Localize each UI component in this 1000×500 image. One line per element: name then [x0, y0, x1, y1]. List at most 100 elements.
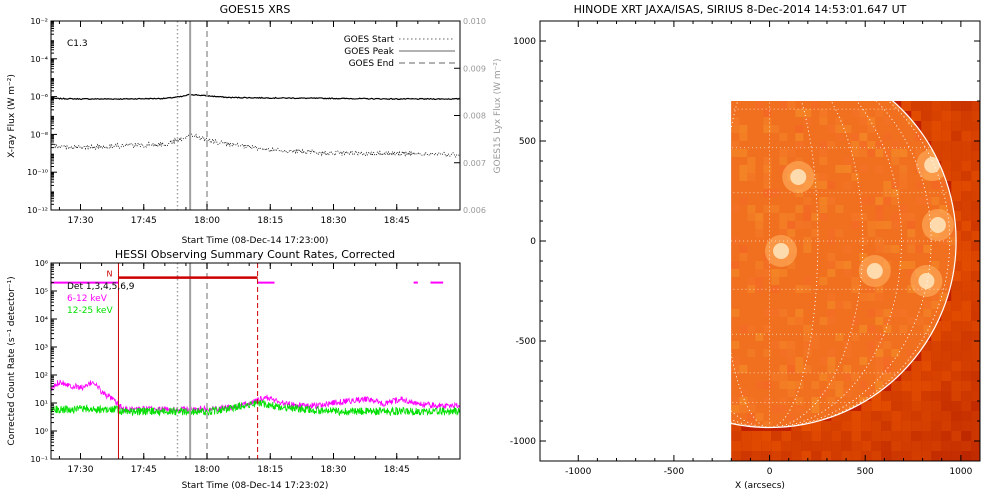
xrt-offlimb-cell	[941, 131, 952, 141]
xrt-offlimb-cell	[931, 361, 942, 371]
xrt-offlimb-cell	[971, 161, 980, 171]
xrt-disk-texture	[875, 205, 884, 213]
xrt-offlimb-cell	[961, 351, 972, 361]
xrt-offlimb-cell	[951, 271, 962, 281]
hessi-frame	[50, 262, 461, 460]
xrt-disk-texture	[907, 245, 916, 253]
xrt-offlimb-cell	[961, 191, 972, 201]
xrt-offlimb-cell	[881, 411, 892, 421]
xrt-disk-texture	[843, 349, 852, 357]
xrt-disk-texture	[803, 285, 812, 293]
xrt-disk-texture	[731, 149, 740, 157]
xrt-disk-texture	[931, 261, 940, 269]
xrt-disk-texture	[851, 141, 860, 149]
xrt-disk-texture	[787, 261, 796, 269]
goes-y2tick-label-2: 0.008	[463, 112, 486, 121]
xrt-disk-texture	[755, 333, 764, 341]
xrt-offlimb-cell	[821, 421, 832, 431]
xrt-disk-texture	[795, 141, 804, 149]
xrt-offlimb-cell	[941, 321, 952, 331]
xrt-disk-texture	[771, 285, 780, 293]
xrt-disk-texture	[827, 309, 836, 317]
xrt-disk-texture	[763, 421, 772, 428]
xrt-offlimb-cell	[961, 141, 972, 151]
xrt-offlimb-cell	[901, 401, 912, 411]
xrt-disk-texture	[891, 349, 900, 357]
xrt-disk-texture	[779, 221, 788, 229]
xrt-offlimb-cell	[911, 371, 922, 381]
xrt-offlimb-cell	[881, 421, 892, 431]
xrt-bright-region-0	[790, 169, 807, 185]
xrt-disk-texture	[739, 253, 748, 261]
xrt-offlimb-cell	[881, 431, 892, 441]
hessi-legend-6-12: 6-12 keV	[67, 294, 108, 304]
xrt-offlimb-cell	[761, 431, 772, 441]
hessi-xtick-label-5: 18:45	[384, 465, 410, 475]
xrt-offlimb-cell	[941, 331, 952, 341]
xrt-offlimb-cell	[761, 441, 772, 451]
xrt-disk-texture	[795, 317, 804, 325]
xrt-disk-texture	[795, 357, 804, 365]
xrt-offlimb-cell	[921, 101, 932, 111]
xrt-ytick-label-3: 500	[519, 137, 536, 147]
xrt-disk-texture	[755, 101, 764, 109]
xrt-disk-texture	[739, 245, 748, 253]
xrt-disk-texture	[779, 269, 788, 277]
xrt-disk-texture	[795, 157, 804, 165]
xrt-disk-texture	[771, 125, 780, 133]
xrt-disk-texture	[795, 205, 804, 213]
xrt-disk-texture	[787, 317, 796, 325]
xrt-disk-texture	[851, 285, 860, 293]
xrt-disk-texture	[795, 125, 804, 133]
xrt-offlimb-cell	[941, 101, 952, 111]
xrt-disk-texture	[827, 269, 836, 277]
xrt-offlimb-cell	[941, 441, 952, 451]
xrt-disk-texture	[899, 149, 908, 157]
xrt-offlimb-cell	[961, 451, 972, 461]
xrt-disk-texture	[819, 173, 828, 181]
xrt-offlimb-cell	[751, 431, 762, 441]
xrt-disk-texture	[771, 277, 780, 285]
xrt-offlimb-cell	[731, 441, 742, 451]
xrt-disk-texture	[763, 381, 772, 389]
xrt-offlimb-cell	[951, 391, 962, 401]
xrt-disk-texture	[803, 365, 812, 373]
xrt-disk-texture	[755, 277, 764, 285]
goes-xtick-label-2: 18:00	[194, 216, 220, 226]
xrt-disk-texture	[787, 341, 796, 349]
goes-panel: GOES15 XRS 17:30 17:45 18:00 18:15 18:30 18:4…	[7, 3, 503, 246]
hessi-xtick-label-2: 18:00	[194, 465, 220, 475]
xrt-disk-texture	[739, 165, 748, 173]
xrt-disk-texture	[899, 165, 908, 173]
xrt-offlimb-cell	[731, 451, 742, 461]
xrt-offlimb-cell	[841, 421, 852, 431]
goes-xtick-label-1: 17:45	[131, 216, 157, 226]
xrt-offlimb-cell	[961, 291, 972, 301]
xrt-disk-texture	[859, 381, 868, 389]
xrt-disk-texture	[931, 181, 940, 189]
xrt-disk-texture	[771, 405, 780, 413]
xrt-offlimb-cell	[971, 371, 980, 381]
xrt-disk-texture	[907, 117, 916, 125]
xrt-offlimb-cell	[971, 351, 980, 361]
xrt-disk-texture	[811, 213, 820, 221]
xrt-offlimb-cell	[941, 171, 952, 181]
xrt-offlimb-cell	[911, 361, 922, 371]
xrt-offlimb-cell	[751, 451, 762, 461]
xrt-disk-texture	[755, 285, 764, 293]
xrt-offlimb-cell	[921, 371, 932, 381]
xrt-offlimb-cell	[941, 451, 952, 461]
xrt-offlimb-cell	[961, 441, 972, 451]
xrt-disk-texture	[731, 365, 740, 373]
xrt-offlimb-cell	[931, 331, 942, 341]
xrt-disk-texture	[763, 117, 772, 125]
xrt-offlimb-cell	[951, 421, 962, 431]
xrt-offlimb-cell	[911, 391, 922, 401]
xrt-offlimb-cell	[731, 421, 742, 431]
xrt-offlimb-cell	[961, 401, 972, 411]
xrt-disk-texture	[779, 381, 788, 389]
xrt-offlimb-cell	[971, 121, 980, 131]
xrt-disk-texture	[803, 277, 812, 285]
xrt-disk-texture	[779, 365, 788, 373]
xrt-offlimb-cell	[951, 291, 962, 301]
